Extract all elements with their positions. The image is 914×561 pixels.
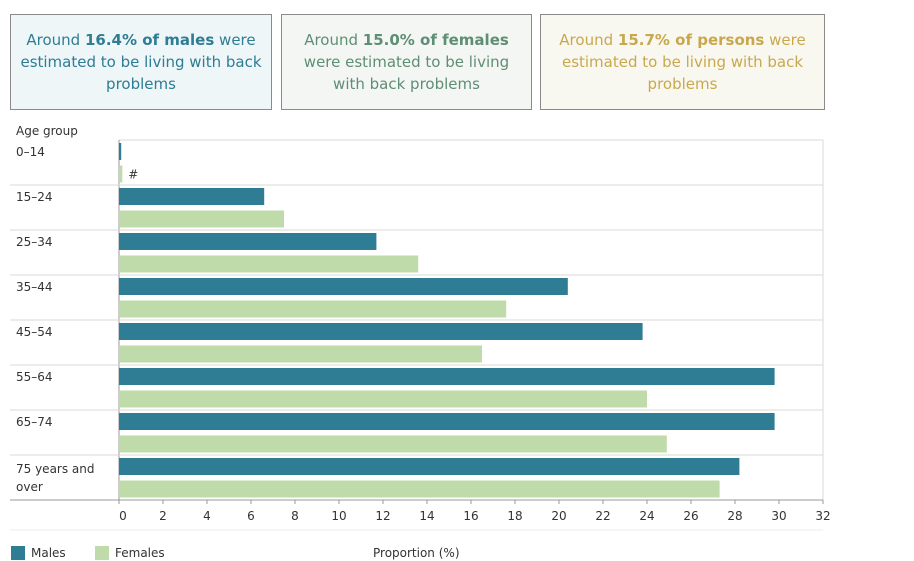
bar-females [119, 480, 720, 498]
x-tick-label: 4 [203, 509, 211, 523]
x-tick-label: 6 [247, 509, 255, 523]
category-label: over [16, 480, 43, 494]
persons-summary-card: Around 15.7% of persons were estimated t… [540, 14, 825, 110]
x-tick-label: 8 [291, 509, 299, 523]
x-tick-label: 30 [771, 509, 786, 523]
bar-males [119, 323, 643, 340]
category-label: 75 years and [16, 462, 95, 476]
x-tick-label: 20 [551, 509, 566, 523]
bar-males [119, 278, 568, 295]
x-tick-label: 0 [119, 509, 127, 523]
bar-males [119, 458, 740, 475]
category-label: 35–44 [16, 280, 53, 294]
bar-females [119, 210, 284, 228]
legend-label-males: Males [31, 546, 66, 560]
y-axis-title: Age group [16, 124, 78, 138]
x-tick-label: 16 [463, 509, 478, 523]
bar-males [119, 413, 775, 430]
category-label: 15–24 [16, 190, 53, 204]
x-tick-label: 24 [639, 509, 654, 523]
legend-item-males[interactable]: Males [11, 546, 66, 560]
females-swatch [95, 546, 109, 560]
category-label: 45–54 [16, 325, 53, 339]
bar-females [119, 345, 482, 363]
category-label: 0–14 [16, 145, 45, 159]
category-label: 25–34 [16, 235, 53, 249]
bar-males [119, 188, 265, 205]
legend-item-females[interactable]: Females [95, 546, 165, 560]
bar-females [119, 390, 647, 408]
bar-females [119, 300, 507, 318]
x-axis-title: Proportion (%) [373, 546, 460, 560]
bar-females [119, 165, 123, 183]
x-tick-label: 26 [683, 509, 698, 523]
x-tick-label: 10 [331, 509, 346, 523]
x-tick-label: 32 [815, 509, 830, 523]
category-label: 65–74 [16, 415, 53, 429]
bar-males [119, 143, 122, 160]
x-tick-label: 18 [507, 509, 522, 523]
x-tick-label: 2 [159, 509, 167, 523]
bar-males [119, 368, 775, 385]
legend-label-females: Females [115, 546, 165, 560]
x-tick-label: 12 [375, 509, 390, 523]
bar-males [119, 233, 377, 250]
x-tick-label: 22 [595, 509, 610, 523]
males-summary-text: Around 16.4% of males were estimated to … [20, 31, 262, 93]
x-tick-label: 14 [419, 509, 434, 523]
category-label: 55–64 [16, 370, 53, 384]
bar-females [119, 435, 667, 453]
females-summary-text: Around 15.0% of females were estimated t… [303, 31, 510, 93]
bar-females [119, 255, 419, 273]
males-swatch [11, 546, 25, 560]
males-summary-card: Around 16.4% of males were estimated to … [10, 14, 272, 110]
persons-summary-text: Around 15.7% of persons were estimated t… [559, 31, 806, 93]
data-annotation: # [128, 168, 138, 182]
females-summary-card: Around 15.0% of females were estimated t… [281, 14, 532, 110]
x-tick-label: 28 [727, 509, 742, 523]
